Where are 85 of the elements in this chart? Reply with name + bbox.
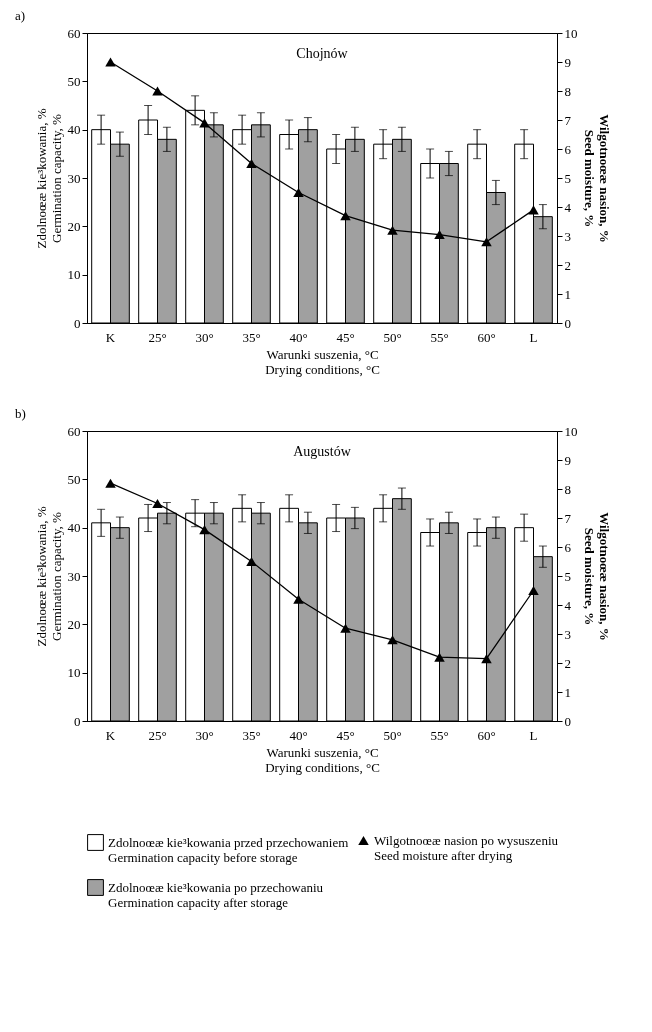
y2-tick-label: 3 [564,228,571,244]
x-tick-label: 25° [148,727,167,743]
x-tick-label: L [529,727,538,743]
y-tick-label: 60 [67,423,81,439]
y2-tick-label: 10 [564,423,578,439]
y-tick-label: 30 [67,170,81,186]
y-tick-label: 20 [67,616,81,632]
x-tick-label: 35° [242,329,261,345]
annotation: Chojnów [296,46,349,61]
x-tick-label: L [529,329,538,345]
y2-tick-label: 2 [564,257,571,273]
y2-tick-label: 5 [564,170,571,186]
y-tick-label: 0 [74,713,81,729]
point [293,594,304,604]
point [105,57,116,67]
x-tick-label: K [105,329,116,345]
y2-tick-label: 7 [564,510,572,526]
y2-tick-label: 8 [564,83,571,99]
x-tick-label: 50° [383,727,402,743]
annotation: Augustów [293,444,352,459]
point [387,635,398,645]
y2-tick-label: 0 [564,713,571,729]
chart-title: a) [15,8,26,23]
y2-tick-label: 6 [564,539,572,555]
y2-tick-label: 2 [564,655,571,671]
y2-axis-title: Wilgotnoœæ nasion, % Seed moisture, % [581,512,612,641]
x-tick-label: 60° [477,727,496,743]
legend-label: Zdolnoœæ kie³kowania po przechowaniu Germination capacity after storage [108,879,324,910]
x-axis-title: Warunki suszenia, °C Drying conditions, °C [265,346,380,377]
x-tick-label: 60° [477,329,496,345]
x-tick-label: 35° [242,727,261,743]
point [434,652,445,662]
x-tick-label: 30° [195,727,214,743]
x-tick-label: 45° [336,329,355,345]
y-tick-label: 20 [67,218,81,234]
x-tick-label: 30° [195,329,214,345]
y-tick-label: 50 [67,471,81,487]
point [434,230,445,240]
point [199,525,210,535]
y2-tick-label: 8 [564,481,571,497]
y2-tick-label: 9 [564,452,571,468]
y-tick-label: 0 [74,315,81,331]
y-tick-label: 30 [67,568,81,584]
y2-tick-label: 9 [564,54,571,70]
chart-title: b) [15,406,26,421]
x-tick-label: K [105,727,116,743]
y-tick-label: 40 [67,122,81,138]
y-tick-label: 60 [67,25,81,41]
x-tick-label: 45° [336,727,355,743]
legend-label: Wilgotnoœæ nasion po wysuszeniu Seed moisture after drying [374,832,559,863]
x-axis-title: Warunki suszenia, °C Drying conditions, °C [265,744,380,775]
y-axis-title: Zdolnoœæ kie³kowania, % Germination capacity, % [33,506,64,647]
x-tick-label: 40° [289,329,308,345]
y-tick-label: 40 [67,520,81,536]
point [481,237,492,247]
y-tick-label: 50 [67,73,81,89]
point [387,225,398,235]
y2-axis-title: Wilgotnoœæ nasion, % Seed moisture, % [581,114,612,243]
point [340,211,351,221]
point [152,86,163,96]
x-tick-label: 25° [148,329,167,345]
y2-tick-label: 3 [564,626,571,642]
y2-tick-label: 6 [564,141,572,157]
x-tick-label: 55° [430,329,449,345]
x-tick-label: 40° [289,727,308,743]
y2-tick-label: 10 [564,25,578,41]
y2-tick-label: 7 [564,112,572,128]
y2-tick-label: 0 [564,315,571,331]
y2-tick-label: 1 [564,684,571,700]
y-tick-label: 10 [67,267,81,283]
legend-label: Zdolnoœæ kie³kowania przed przechowaniem Germination capacity before storage [108,834,349,865]
y2-tick-label: 5 [564,568,571,584]
y-tick-label: 10 [67,665,81,681]
point [199,118,210,128]
x-tick-label: 55° [430,727,449,743]
y2-tick-label: 4 [564,597,572,613]
point [152,498,163,509]
point [105,478,116,488]
y-axis-title: Zdolnoœæ kie³kowania, % Germination capacity, % [33,108,64,249]
point [528,205,539,215]
point [481,654,492,664]
point [340,623,351,633]
y2-tick-label: 4 [564,199,572,215]
y2-tick-label: 1 [564,286,571,302]
x-tick-label: 50° [383,329,402,345]
